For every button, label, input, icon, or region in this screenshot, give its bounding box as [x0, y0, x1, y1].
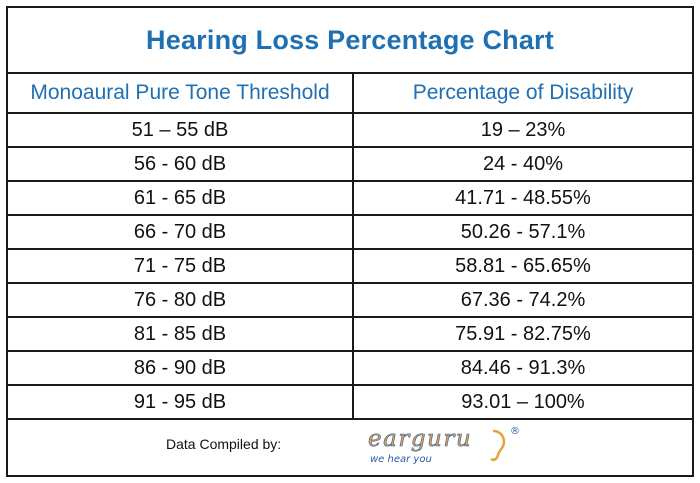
footer: Data Compiled by: earguru ® we hear you	[8, 420, 692, 468]
table-row: 91 - 95 dB 93.01 – 100%	[8, 385, 692, 420]
registered-mark: ®	[510, 426, 520, 437]
ear-icon	[490, 429, 506, 462]
table-row: 51 – 55 dB 19 – 23%	[8, 113, 692, 148]
column-header-threshold: Monoaural Pure Tone Threshold	[8, 74, 354, 114]
chart-frame: Hearing Loss Percentage Chart Monoaural …	[6, 6, 694, 477]
threshold-cell: 81 - 85 dB	[8, 317, 354, 352]
table-row: 86 - 90 dB 84.46 - 91.3%	[8, 351, 692, 386]
table-row: 66 - 70 dB 50.26 - 57.1%	[8, 215, 692, 250]
table-row: 81 - 85 dB 75.91 - 82.75%	[8, 317, 692, 352]
disability-cell: 19 – 23%	[353, 113, 692, 148]
threshold-cell: 76 - 80 dB	[8, 283, 354, 318]
hearing-loss-table: Monoaural Pure Tone Threshold Percentage…	[8, 74, 692, 420]
earguru-logo: earguru ® we hear you	[368, 426, 520, 465]
table-row: 61 - 65 dB 41.71 - 48.55%	[8, 181, 692, 216]
column-header-disability: Percentage of Disability	[353, 74, 692, 114]
threshold-cell: 71 - 75 dB	[8, 249, 354, 284]
threshold-cell: 86 - 90 dB	[8, 351, 354, 386]
page-title: Hearing Loss Percentage Chart	[8, 8, 692, 74]
disability-cell: 41.71 - 48.55%	[353, 181, 692, 216]
threshold-cell: 56 - 60 dB	[8, 147, 354, 182]
threshold-cell: 61 - 65 dB	[8, 181, 354, 216]
disability-cell: 84.46 - 91.3%	[353, 351, 692, 386]
credit-label: Data Compiled by:	[166, 436, 282, 452]
disability-cell: 58.81 - 65.65%	[353, 249, 692, 284]
logo-tagline: we hear you	[370, 454, 432, 465]
threshold-cell: 51 – 55 dB	[8, 113, 354, 148]
disability-cell: 24 - 40%	[353, 147, 692, 182]
logo-wordmark: earguru	[368, 426, 472, 452]
table-row: 76 - 80 dB 67.36 - 74.2%	[8, 283, 692, 318]
threshold-cell: 66 - 70 dB	[8, 215, 354, 250]
table-header-row: Monoaural Pure Tone Threshold Percentage…	[8, 74, 692, 114]
disability-cell: 50.26 - 57.1%	[353, 215, 692, 250]
disability-cell: 75.91 - 82.75%	[353, 317, 692, 352]
disability-cell: 93.01 – 100%	[353, 385, 692, 420]
disability-cell: 67.36 - 74.2%	[353, 283, 692, 318]
threshold-cell: 91 - 95 dB	[8, 385, 354, 420]
table-row: 71 - 75 dB 58.81 - 65.65%	[8, 249, 692, 284]
table-row: 56 - 60 dB 24 - 40%	[8, 147, 692, 182]
